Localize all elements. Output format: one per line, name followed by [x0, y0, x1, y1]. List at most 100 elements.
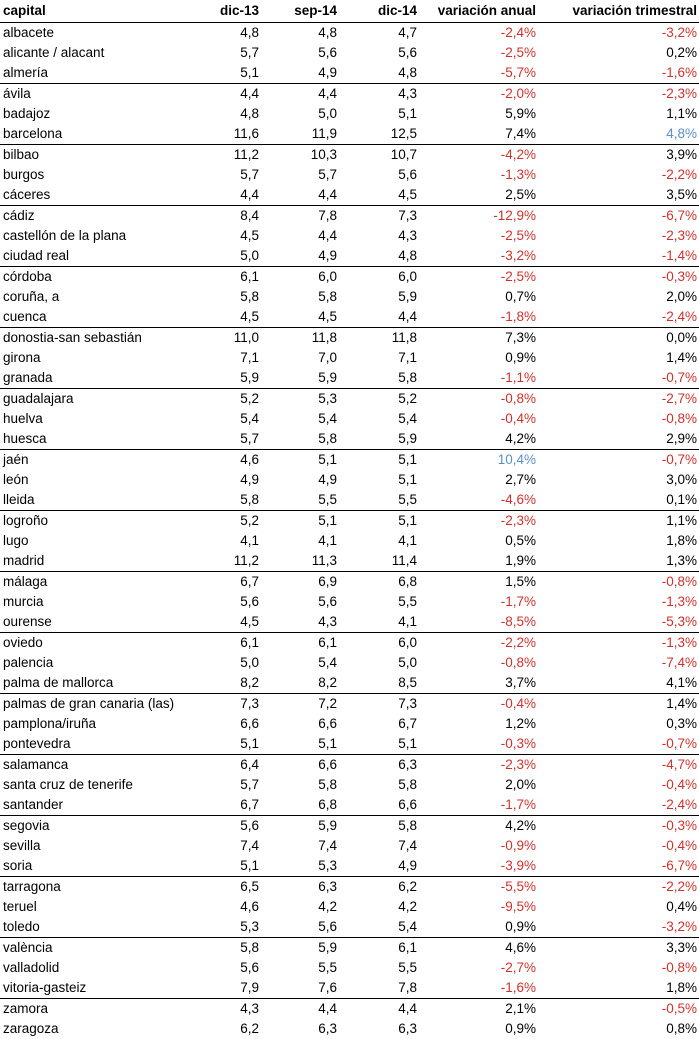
cell-dic-13: 7,1	[205, 348, 261, 368]
cell-sep-14: 7,6	[261, 978, 339, 999]
cell-quarterly-change: -0,7%	[538, 368, 699, 389]
cell-dic-14: 6,8	[339, 572, 419, 593]
cell-sep-14: 4,3	[261, 612, 339, 633]
cell-quarterly-change: 3,9%	[538, 145, 699, 166]
cell-dic-14: 5,8	[339, 775, 419, 795]
cell-dic-13: 5,7	[205, 43, 261, 63]
cell-dic-13: 4,5	[205, 226, 261, 246]
cell-sep-14: 5,1	[261, 511, 339, 532]
cell-sep-14: 6,3	[261, 1019, 339, 1039]
cell-dic-13: 4,8	[205, 23, 261, 44]
header-dic-13: dic-13	[205, 0, 261, 23]
cell-dic-14: 6,6	[339, 795, 419, 816]
cell-dic-14: 10,7	[339, 145, 419, 166]
cell-capital: cádiz	[0, 206, 205, 227]
cell-capital: lugo	[0, 531, 205, 551]
cell-sep-14: 6,1	[261, 633, 339, 654]
cell-quarterly-change: -6,7%	[538, 856, 699, 877]
cell-quarterly-change: -0,3%	[538, 816, 699, 837]
cell-capital: sevilla	[0, 836, 205, 856]
cell-capital: alicante / alacant	[0, 43, 205, 63]
cell-dic-14: 4,8	[339, 246, 419, 267]
cell-capital: girona	[0, 348, 205, 368]
cell-dic-13: 11,2	[205, 145, 261, 166]
cell-capital: toledo	[0, 917, 205, 938]
cell-dic-13: 4,5	[205, 307, 261, 328]
cell-dic-14: 4,1	[339, 531, 419, 551]
cell-annual-change: 7,3%	[419, 328, 538, 349]
cell-capital: oviedo	[0, 633, 205, 654]
cell-dic-13: 5,8	[205, 938, 261, 959]
cell-capital: huelva	[0, 409, 205, 429]
cell-quarterly-change: -0,7%	[538, 450, 699, 471]
cell-annual-change: 3,7%	[419, 673, 538, 694]
cell-quarterly-change: -0,8%	[538, 409, 699, 429]
cell-dic-14: 4,4	[339, 999, 419, 1020]
cell-quarterly-change: -3,2%	[538, 917, 699, 938]
cell-dic-13: 4,4	[205, 84, 261, 105]
cell-annual-change: 2,0%	[419, 775, 538, 795]
cell-capital: bilbao	[0, 145, 205, 166]
cell-dic-13: 11,2	[205, 551, 261, 572]
cell-dic-14: 5,2	[339, 389, 419, 410]
cell-quarterly-change: 2,9%	[538, 429, 699, 450]
cell-annual-change: -1,6%	[419, 978, 538, 999]
cell-annual-change: 2,1%	[419, 999, 538, 1020]
cell-quarterly-change: -0,4%	[538, 775, 699, 795]
cell-capital: cáceres	[0, 185, 205, 206]
cell-dic-14: 4,3	[339, 84, 419, 105]
cell-dic-14: 5,6	[339, 43, 419, 63]
header-row: capital dic-13 sep-14 dic-14 variación a…	[0, 0, 699, 23]
cell-dic-14: 5,0	[339, 653, 419, 673]
cell-dic-13: 6,5	[205, 877, 261, 898]
cell-dic-13: 6,1	[205, 633, 261, 654]
cell-dic-13: 5,8	[205, 490, 261, 511]
cell-annual-change: -2,0%	[419, 84, 538, 105]
cell-annual-change: -8,5%	[419, 612, 538, 633]
cell-capital: tarragona	[0, 877, 205, 898]
cell-quarterly-change: -2,2%	[538, 877, 699, 898]
cell-dic-14: 12,5	[339, 124, 419, 145]
cell-annual-change: -0,4%	[419, 694, 538, 715]
cell-quarterly-change: -0,7%	[538, 734, 699, 755]
cell-quarterly-change: 0,0%	[538, 328, 699, 349]
cell-dic-14: 5,8	[339, 816, 419, 837]
cell-dic-14: 6,3	[339, 1019, 419, 1039]
cell-annual-change: -0,4%	[419, 409, 538, 429]
cell-capital: león	[0, 470, 205, 490]
cell-dic-14: 7,4	[339, 836, 419, 856]
cell-dic-13: 8,4	[205, 206, 261, 227]
cell-annual-change: 2,7%	[419, 470, 538, 490]
header-annual-change: variación anual	[419, 0, 538, 23]
cell-dic-13: 5,7	[205, 775, 261, 795]
cell-quarterly-change: -1,3%	[538, 633, 699, 654]
cell-dic-13: 5,2	[205, 511, 261, 532]
cell-dic-14: 4,3	[339, 226, 419, 246]
cell-quarterly-change: -0,8%	[538, 958, 699, 978]
cell-dic-14: 5,5	[339, 490, 419, 511]
cell-dic-14: 4,9	[339, 856, 419, 877]
cell-sep-14: 4,4	[261, 999, 339, 1020]
cell-quarterly-change: 1,8%	[538, 978, 699, 999]
cell-dic-13: 5,3	[205, 917, 261, 938]
cell-dic-13: 6,2	[205, 1019, 261, 1039]
cell-annual-change: -5,5%	[419, 877, 538, 898]
cell-annual-change: -2,5%	[419, 267, 538, 288]
cell-annual-change: 1,9%	[419, 551, 538, 572]
cell-dic-14: 5,8	[339, 368, 419, 389]
cell-dic-13: 7,9	[205, 978, 261, 999]
cell-dic-13: 11,6	[205, 124, 261, 145]
cell-quarterly-change: -1,3%	[538, 592, 699, 612]
